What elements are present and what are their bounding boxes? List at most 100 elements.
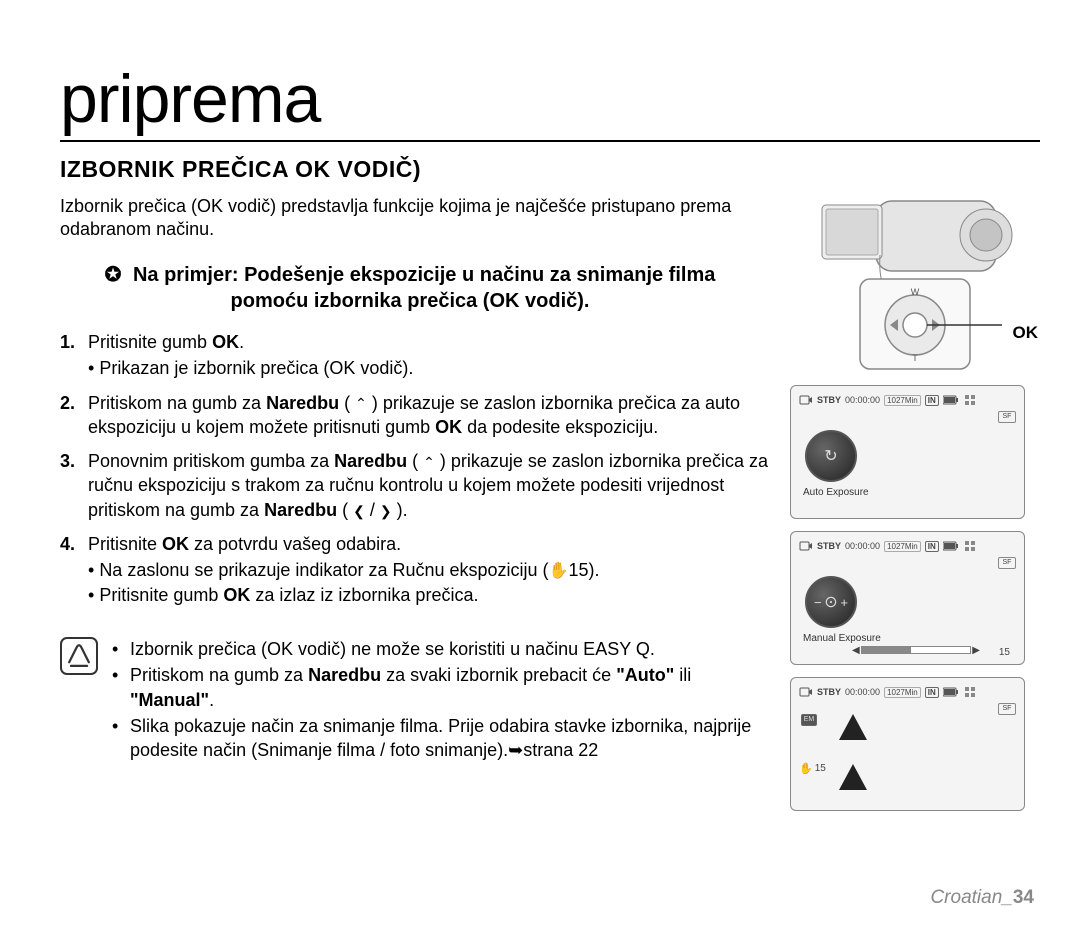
note-1: Izbornik prečica (OK vodič) ne može se k… (112, 637, 770, 661)
s2-b2: OK (435, 417, 462, 437)
step-2: Pritiskom na gumb za Naredbu ( ⌃ ) prika… (60, 391, 770, 440)
lcd-screen-3: STBY 00:00:00 1027Min IN SF EM ✋15 (790, 677, 1025, 811)
s2-t2: ( (339, 393, 355, 413)
min-label: 1027Min (884, 395, 921, 406)
manual-exposure-indicator: ✋15 (799, 762, 826, 775)
grid-icon (963, 540, 977, 552)
s3-t5: ). (392, 500, 408, 520)
triangle-left-icon: ◀ (852, 645, 860, 656)
s4-b1b: ). (588, 560, 599, 580)
m15-val: 15 (815, 763, 826, 774)
right-column: W T OK STBY 00:00:00 1027Min IN SF (790, 195, 1040, 823)
section-title: IZBORNIK PREČICA OK VODIČ) (60, 156, 1040, 183)
chevron-right-icon: ❯ (380, 502, 392, 521)
s2-b1: Naredbu (266, 393, 339, 413)
grid-icon (963, 394, 977, 406)
n2b: Naredbu (308, 665, 381, 685)
svg-text:W: W (911, 287, 920, 297)
step1-bullet: Prikazan je izbornik prečica (OK vodič). (88, 356, 770, 380)
lcd1-caption: Auto Exposure (803, 487, 869, 498)
in-label: IN (925, 541, 939, 552)
aperture-icon: ⊙ (824, 592, 837, 612)
footer-page: 34 (1013, 887, 1034, 908)
time-label: 00:00:00 (845, 687, 880, 697)
min-label: 1027Min (884, 687, 921, 698)
s3-t4: ( (337, 500, 353, 520)
em-badge: EM (801, 714, 817, 726)
n2c: za svaki izbornik prebacit će (381, 665, 616, 685)
arrow-up-icon (839, 714, 867, 740)
time-label: 00:00:00 (845, 395, 880, 405)
stby-label: STBY (817, 395, 841, 405)
battery-icon (943, 687, 959, 697)
s4-b2b: OK (223, 585, 250, 605)
note-2: Pritiskom na gumb za Naredbu za svaki iz… (112, 663, 770, 712)
s4-b2c: za izlaz iz izbornika prečica. (250, 585, 478, 605)
hand-icon: ✋ (549, 563, 569, 580)
aperture-icon: ↻ (824, 446, 837, 466)
step-1: Pritisnite gumb OK. Prikazan je izbornik… (60, 330, 770, 381)
s4-b1v: 15 (568, 560, 588, 580)
sf-icon: SF (998, 703, 1016, 715)
s4-b1: OK (162, 534, 189, 554)
step-4: Pritisnite OK za potvrdu vašeg odabira. … (60, 532, 770, 607)
lcd2-caption: Manual Exposure (803, 633, 881, 644)
step1-ok: OK (212, 332, 239, 352)
note-3: Slika pokazuje način za snimanje filma. … (112, 714, 770, 763)
page-title: priprema (60, 60, 1040, 142)
exposure-dial: ↻ (805, 430, 857, 482)
lcd-screen-2: STBY 00:00:00 1027Min IN SF − ⊙ + Manual… (790, 531, 1025, 665)
hand-icon: ✋ (799, 762, 813, 775)
chevron-up-icon: ⌃ (355, 394, 367, 413)
battery-icon (943, 395, 959, 405)
s4-bullet2: Pritisnite gumb OK za izlaz iz izbornika… (88, 583, 770, 607)
s3-sep: / (365, 500, 380, 520)
sf-icon: SF (998, 557, 1016, 569)
s4-b2a: Pritisnite gumb (99, 585, 223, 605)
left-column: Izbornik prečica (OK vodič) predstavlja … (60, 195, 770, 823)
step1-text: Pritisnite gumb (88, 332, 212, 352)
slider-value: 15 (999, 647, 1010, 658)
s4-bullet1: Na zaslonu se prikazuje indikator za Ruč… (88, 558, 770, 582)
step-3: Ponovnim pritiskom gumba za Naredbu ( ⌃ … (60, 449, 770, 522)
s3-t2: ( (407, 451, 423, 471)
example-line1: Na primjer: Podešenje ekspozicije u nači… (133, 264, 715, 286)
note-icon (60, 637, 98, 675)
exposure-slider: ◀ ▶ (861, 646, 971, 654)
example-heading: ✪ Na primjer: Podešenje ekspozicije u na… (60, 262, 760, 314)
n2e: ili (674, 665, 691, 685)
camcorder-illustration: W T OK (790, 195, 1040, 375)
footer-lang: Croatian (930, 887, 1002, 908)
battery-icon (943, 541, 959, 551)
s2-t1: Pritiskom na gumb za (88, 393, 266, 413)
s4-b1a: Na zaslonu se prikazuje indikator za Ruč… (99, 560, 548, 580)
stby-label: STBY (817, 541, 841, 551)
film-icon (799, 394, 813, 406)
lcd-screen-1: STBY 00:00:00 1027Min IN SF ↻ Auto Expos… (790, 385, 1025, 519)
sf-icon: SF (998, 411, 1016, 423)
n2d: "Auto" (616, 665, 674, 685)
steps-list: Pritisnite gumb OK. Prikazan je izbornik… (60, 330, 770, 607)
s3-b2: Naredbu (264, 500, 337, 520)
footer-sep: _ (1002, 887, 1013, 908)
plus-icon: + (840, 595, 848, 610)
in-label: IN (925, 687, 939, 698)
s3-t1: Ponovnim pritiskom gumba za (88, 451, 334, 471)
film-icon (799, 686, 813, 698)
in-label: IN (925, 395, 939, 406)
min-label: 1027Min (884, 541, 921, 552)
ok-label: OK (1013, 323, 1039, 343)
s2-t4: da podesite ekspoziciju. (462, 417, 658, 437)
example-line2: pomoću izbornika prečica (OK vodič). (231, 290, 590, 312)
star-icon: ✪ (105, 264, 122, 286)
note-list: Izbornik prečica (OK vodič) ne može se k… (112, 637, 770, 764)
arrow-up-icon (839, 764, 867, 790)
note-box: Izbornik prečica (OK vodič) ne može se k… (60, 637, 770, 764)
intro-text: Izbornik prečica (OK vodič) predstavlja … (60, 195, 770, 240)
time-label: 00:00:00 (845, 541, 880, 551)
n2f: "Manual" (130, 690, 209, 710)
grid-icon (963, 686, 977, 698)
film-icon (799, 540, 813, 552)
chevron-left-icon: ❮ (353, 502, 365, 521)
s4-t2: za potvrdu vašeg odabira. (189, 534, 401, 554)
